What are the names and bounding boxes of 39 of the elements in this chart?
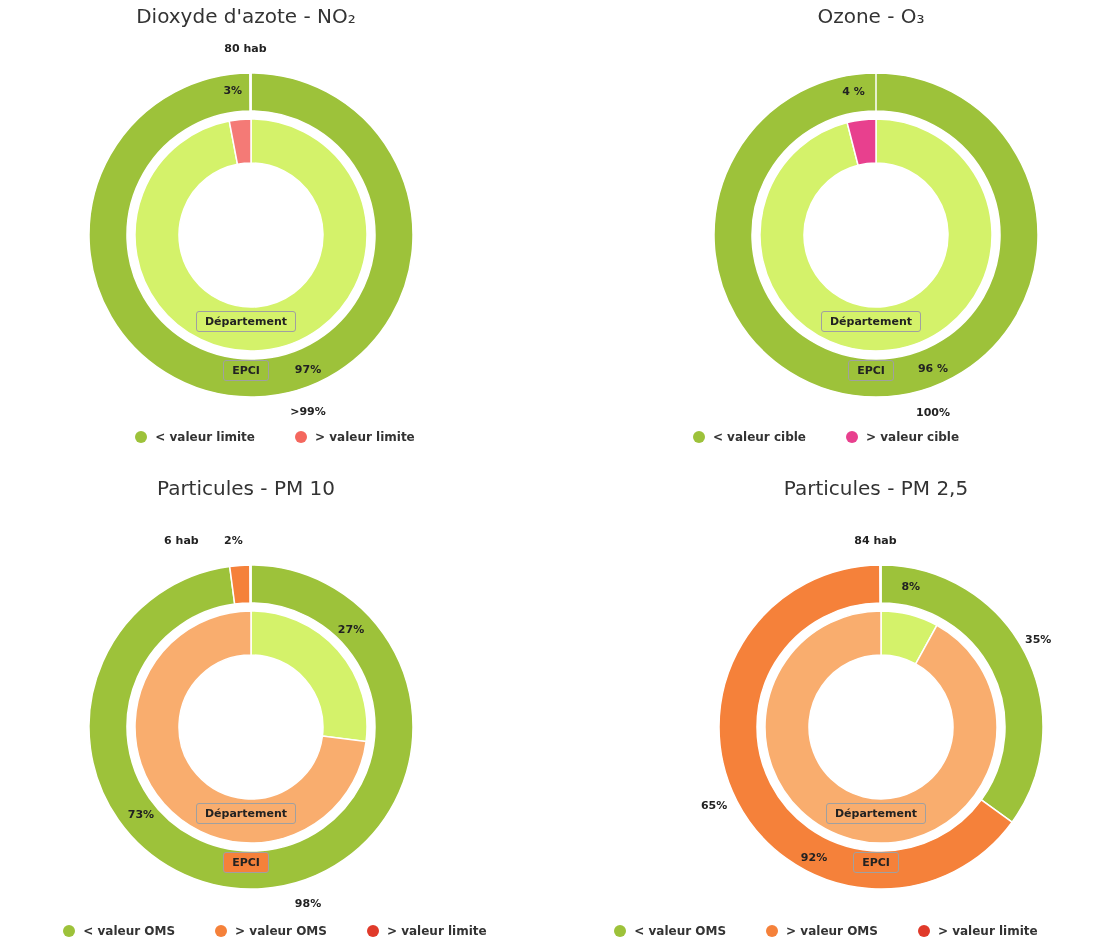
- slice-label: Département: [195, 803, 297, 824]
- data-label: 35%: [1024, 632, 1052, 646]
- data-label: 3%: [223, 84, 243, 98]
- data-label: 73%: [127, 808, 155, 822]
- slice-label: EPCI: [848, 360, 894, 381]
- slice-label: EPCI: [223, 360, 269, 381]
- slice-label: Département: [825, 803, 927, 824]
- chart-title: Dioxyde d'azote - NO₂: [135, 4, 357, 28]
- text: 6 hab: [164, 533, 199, 547]
- slice-label: EPCI: [853, 852, 899, 873]
- chart-title: Particules - PM 10: [155, 476, 336, 500]
- text: 80 hab: [224, 41, 267, 55]
- chart-title: Particules - PM 2,5: [782, 476, 970, 500]
- legend-label: < valeur cible: [712, 430, 806, 444]
- data-label: 96 %: [917, 362, 949, 376]
- data-label: 2%: [224, 533, 243, 547]
- data-label: 27%: [337, 622, 365, 636]
- legend-label: > valeur limite: [315, 430, 415, 444]
- slice-label: EPCI: [223, 852, 269, 873]
- legend-label: > valeur OMS: [786, 924, 878, 938]
- data-label: 98%: [294, 897, 322, 911]
- legend-label: > valeur limite: [937, 924, 1038, 938]
- data-label: >99%: [290, 405, 326, 419]
- data-label: 8%: [901, 579, 921, 593]
- data-label: 4 %: [842, 84, 865, 98]
- data-label: 65%: [700, 798, 728, 812]
- legend-label: > valeur OMS: [235, 924, 327, 938]
- legend-label: < valeur OMS: [634, 924, 727, 938]
- slice-label: Département: [195, 311, 297, 332]
- text: 84 hab: [854, 533, 897, 547]
- legend-label: < valeur OMS: [83, 924, 176, 938]
- data-label: 97%: [294, 362, 322, 376]
- legend-label: > valeur limite: [386, 924, 487, 938]
- chart-title: Ozone - O₃: [816, 4, 926, 28]
- data-label: 92%: [800, 851, 828, 865]
- legend-label: > valeur cible: [866, 430, 960, 444]
- legend-label: < valeur limite: [155, 430, 255, 444]
- data-label: 100%: [916, 405, 950, 419]
- slice-label: Département: [820, 311, 922, 332]
